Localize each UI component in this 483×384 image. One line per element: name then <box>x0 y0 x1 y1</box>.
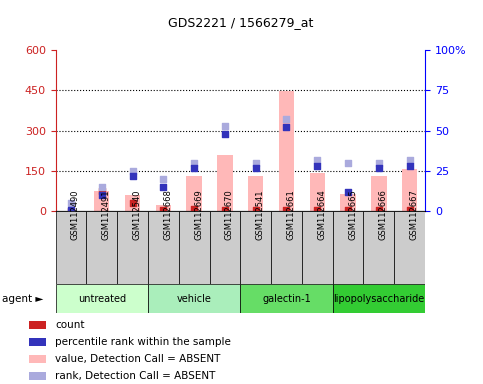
Point <box>283 116 290 122</box>
Bar <box>28 321 46 329</box>
Bar <box>148 211 179 284</box>
Bar <box>371 176 386 211</box>
Bar <box>28 338 46 346</box>
Bar <box>148 284 241 313</box>
Point <box>375 207 383 213</box>
Point <box>313 207 321 213</box>
Text: GSM112491: GSM112491 <box>102 190 111 240</box>
Text: GSM112541: GSM112541 <box>256 190 265 240</box>
Bar <box>179 211 210 284</box>
Point <box>406 157 413 163</box>
Point <box>406 163 413 169</box>
Point <box>190 160 198 166</box>
Point <box>344 160 352 166</box>
Point <box>221 131 229 137</box>
Point <box>67 208 75 214</box>
Point <box>128 200 136 206</box>
Bar <box>217 155 233 211</box>
Bar <box>394 211 425 284</box>
Text: value, Detection Call = ABSENT: value, Detection Call = ABSENT <box>55 354 221 364</box>
Bar <box>94 191 110 211</box>
Bar <box>125 195 140 211</box>
Point <box>313 163 321 169</box>
Text: untreated: untreated <box>78 293 126 304</box>
Bar <box>333 211 364 284</box>
Bar <box>248 176 263 211</box>
Point <box>190 165 198 171</box>
Point <box>98 192 106 198</box>
Point <box>283 124 290 131</box>
Text: vehicle: vehicle <box>177 293 212 304</box>
Point <box>252 160 259 166</box>
Bar <box>271 211 302 284</box>
Point <box>252 165 259 171</box>
Point <box>190 205 198 212</box>
Text: GSM112666: GSM112666 <box>379 189 388 240</box>
Bar <box>310 173 325 211</box>
Point <box>128 173 136 179</box>
Bar <box>341 194 356 211</box>
Bar <box>279 91 294 211</box>
Text: GSM112490: GSM112490 <box>71 190 80 240</box>
Text: GSM112661: GSM112661 <box>286 189 296 240</box>
Text: GSM112667: GSM112667 <box>410 189 419 240</box>
Text: galectin-1: galectin-1 <box>262 293 311 304</box>
Point <box>375 165 383 171</box>
Bar <box>402 169 417 211</box>
Text: GSM112664: GSM112664 <box>317 189 327 240</box>
Point <box>375 160 383 166</box>
Text: GSM112669: GSM112669 <box>194 189 203 240</box>
Point <box>159 184 167 190</box>
Point <box>252 207 259 213</box>
Point <box>159 176 167 182</box>
Point <box>128 168 136 174</box>
Bar <box>302 211 333 284</box>
Text: GSM112670: GSM112670 <box>225 189 234 240</box>
Point <box>406 207 413 213</box>
Bar <box>117 211 148 284</box>
Bar <box>28 355 46 363</box>
Point <box>344 189 352 195</box>
Point <box>159 207 167 213</box>
Text: lipopolysaccharide: lipopolysaccharide <box>333 293 425 304</box>
Text: agent ►: agent ► <box>2 293 44 304</box>
Bar <box>333 284 425 313</box>
Point <box>313 157 321 163</box>
Bar <box>240 284 333 313</box>
Bar <box>56 284 148 313</box>
Text: percentile rank within the sample: percentile rank within the sample <box>55 337 231 347</box>
Bar <box>210 211 240 284</box>
Text: GSM112668: GSM112668 <box>163 189 172 240</box>
Text: GSM112540: GSM112540 <box>132 190 142 240</box>
Point <box>221 122 229 129</box>
Point <box>283 207 290 213</box>
Point <box>67 200 75 206</box>
Text: GDS2221 / 1566279_at: GDS2221 / 1566279_at <box>168 16 313 29</box>
Bar <box>86 211 117 284</box>
Bar <box>28 372 46 380</box>
Bar <box>56 211 86 284</box>
Text: GSM112665: GSM112665 <box>348 189 357 240</box>
Bar <box>186 176 202 211</box>
Text: rank, Detection Call = ABSENT: rank, Detection Call = ABSENT <box>55 371 215 381</box>
Bar <box>240 211 271 284</box>
Point <box>221 207 229 213</box>
Point <box>344 207 352 213</box>
Bar <box>156 205 171 211</box>
Point <box>98 184 106 190</box>
Bar <box>364 211 394 284</box>
Text: count: count <box>55 320 85 330</box>
Point <box>98 188 106 194</box>
Point <box>67 207 75 213</box>
